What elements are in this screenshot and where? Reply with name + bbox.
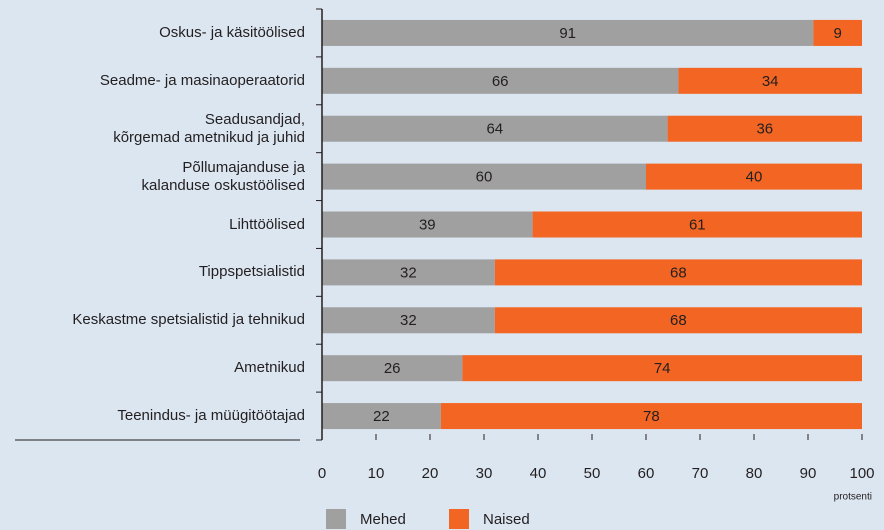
value-label: 78 — [643, 408, 660, 425]
value-label: 32 — [400, 312, 417, 329]
bar-segment — [322, 259, 495, 286]
value-label: 34 — [762, 73, 779, 90]
value-label: 9 — [834, 25, 842, 42]
value-label: 26 — [384, 360, 401, 377]
legend-swatch — [326, 509, 346, 529]
bar-segment — [322, 163, 646, 190]
bar-segment — [494, 259, 862, 286]
bar-segment — [532, 211, 862, 238]
category-label: Keskastme spetsialistid ja tehnikud — [72, 311, 305, 329]
category-label: Seadme- ja masinaoperaatorid — [99, 71, 305, 89]
value-label: 68 — [670, 264, 687, 281]
value-label: 68 — [670, 312, 687, 329]
x-tick-label: 20 — [422, 465, 439, 482]
x-tick-label: 90 — [800, 465, 817, 482]
value-label: 60 — [476, 169, 493, 186]
legend-swatch — [449, 509, 469, 529]
category-label: Seadusandjad, kõrgemad ametnikud ja juhi… — [113, 110, 305, 146]
x-tick-label: 10 — [368, 465, 385, 482]
x-tick-label: 100 — [849, 465, 874, 482]
bar-segment — [646, 163, 862, 190]
value-label: 66 — [492, 73, 509, 90]
x-tick-label: 60 — [638, 465, 655, 482]
bar-segment — [322, 403, 441, 430]
category-label: Põllumajanduse ja kalanduse oskustöölise… — [141, 158, 305, 194]
bar-segment — [322, 115, 668, 142]
category-label: Tippspetsialistid — [198, 263, 305, 281]
value-label: 22 — [373, 408, 390, 425]
legend-label: Mehed — [360, 511, 406, 528]
bar-segment — [322, 19, 814, 46]
legend-label: Naised — [483, 511, 530, 528]
value-label: 40 — [746, 169, 763, 186]
category-label: Oskus- ja käsitöölised — [159, 23, 305, 41]
category-label: Teenindus- ja müügitöötajad — [117, 407, 305, 425]
bar-segment — [322, 211, 533, 238]
bar-segment — [813, 19, 862, 46]
x-tick-label: 70 — [692, 465, 709, 482]
value-label: 91 — [559, 25, 576, 42]
category-label: Lihttöölised — [229, 215, 305, 233]
value-label: 32 — [400, 264, 417, 281]
x-tick-label: 80 — [746, 465, 763, 482]
bar-segment — [440, 403, 862, 430]
bar-segment — [678, 67, 862, 94]
bar-segment — [667, 115, 862, 142]
bar-segment — [494, 307, 862, 334]
bar-segment — [322, 307, 495, 334]
bar-segment — [462, 355, 862, 382]
value-label: 39 — [419, 216, 436, 233]
value-label: 74 — [654, 360, 671, 377]
x-tick-label: 40 — [530, 465, 547, 482]
x-tick-label: 0 — [318, 465, 326, 482]
category-label: Ametnikud — [234, 359, 305, 377]
x-axis-label: protsenti — [834, 492, 872, 503]
x-tick-label: 30 — [476, 465, 493, 482]
x-tick-label: 50 — [584, 465, 601, 482]
bar-segment — [322, 67, 679, 94]
value-label: 36 — [756, 121, 773, 138]
bar-segment — [322, 355, 463, 382]
value-label: 61 — [689, 216, 706, 233]
value-label: 64 — [486, 121, 503, 138]
